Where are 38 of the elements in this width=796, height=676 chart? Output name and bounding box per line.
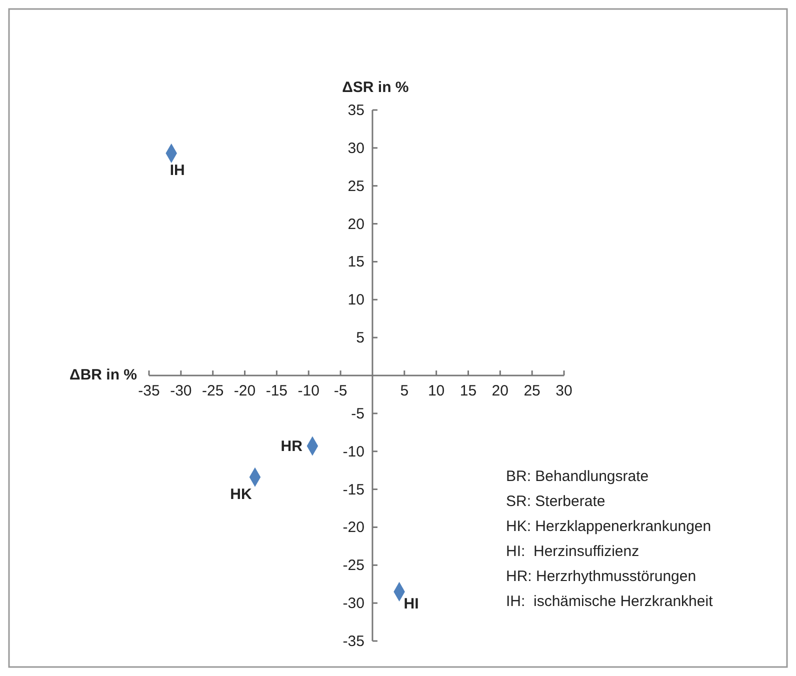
annotation: IH: ischämische Herzkrankheit: [506, 593, 714, 610]
annotation: HI: [404, 596, 419, 613]
y-tick-label: 10: [348, 292, 364, 309]
annotation: IH: [170, 162, 185, 180]
y-tick-label: -10: [342, 443, 364, 460]
annotation: HR: [280, 438, 303, 456]
x-tick-label: -20: [234, 382, 256, 400]
y-tick-label: 15: [348, 254, 364, 271]
annotation: BR: Behandlungsrate: [506, 468, 649, 485]
x-tick-label: 20: [492, 382, 508, 400]
x-axis-title: ΔBR in %: [70, 366, 137, 384]
y-tick-label: 35: [348, 102, 364, 119]
annotation: HK: Herzklappenerkrankungen: [506, 518, 712, 535]
x-tick-label: 15: [460, 382, 477, 400]
y-tick-label: -25: [342, 557, 364, 574]
annotation: HK: [230, 486, 252, 504]
y-axis-title: ΔSR in %: [342, 79, 409, 96]
annotation: SR: Sterberate: [506, 493, 606, 510]
annotation: HI: Herzinsuffizienz: [506, 543, 640, 560]
x-tick-label: -25: [202, 382, 224, 400]
x-tick-label: -30: [170, 382, 192, 400]
y-tick-label: -15: [342, 481, 364, 498]
y-tick-label: 20: [348, 216, 364, 233]
x-tick-label: 30: [556, 382, 572, 400]
y-tick-label: -35: [342, 633, 364, 650]
x-tick-label: -10: [298, 382, 320, 400]
x-tick-label: -15: [266, 382, 288, 400]
y-tick-label: -20: [342, 519, 364, 536]
annotation: HR: Herzrhythmusstörungen: [506, 568, 696, 585]
y-tick-label: 25: [348, 178, 364, 195]
x-tick-label: 5: [400, 382, 409, 400]
x-tick-label: 10: [428, 382, 445, 400]
y-tick-label: 30: [348, 140, 364, 157]
y-tick-label: -30: [342, 595, 364, 612]
x-tick-label: 25: [524, 382, 540, 400]
x-tick-label: -35: [138, 382, 160, 400]
y-tick-label: 5: [356, 330, 364, 347]
y-tick-label: -5: [351, 405, 364, 422]
